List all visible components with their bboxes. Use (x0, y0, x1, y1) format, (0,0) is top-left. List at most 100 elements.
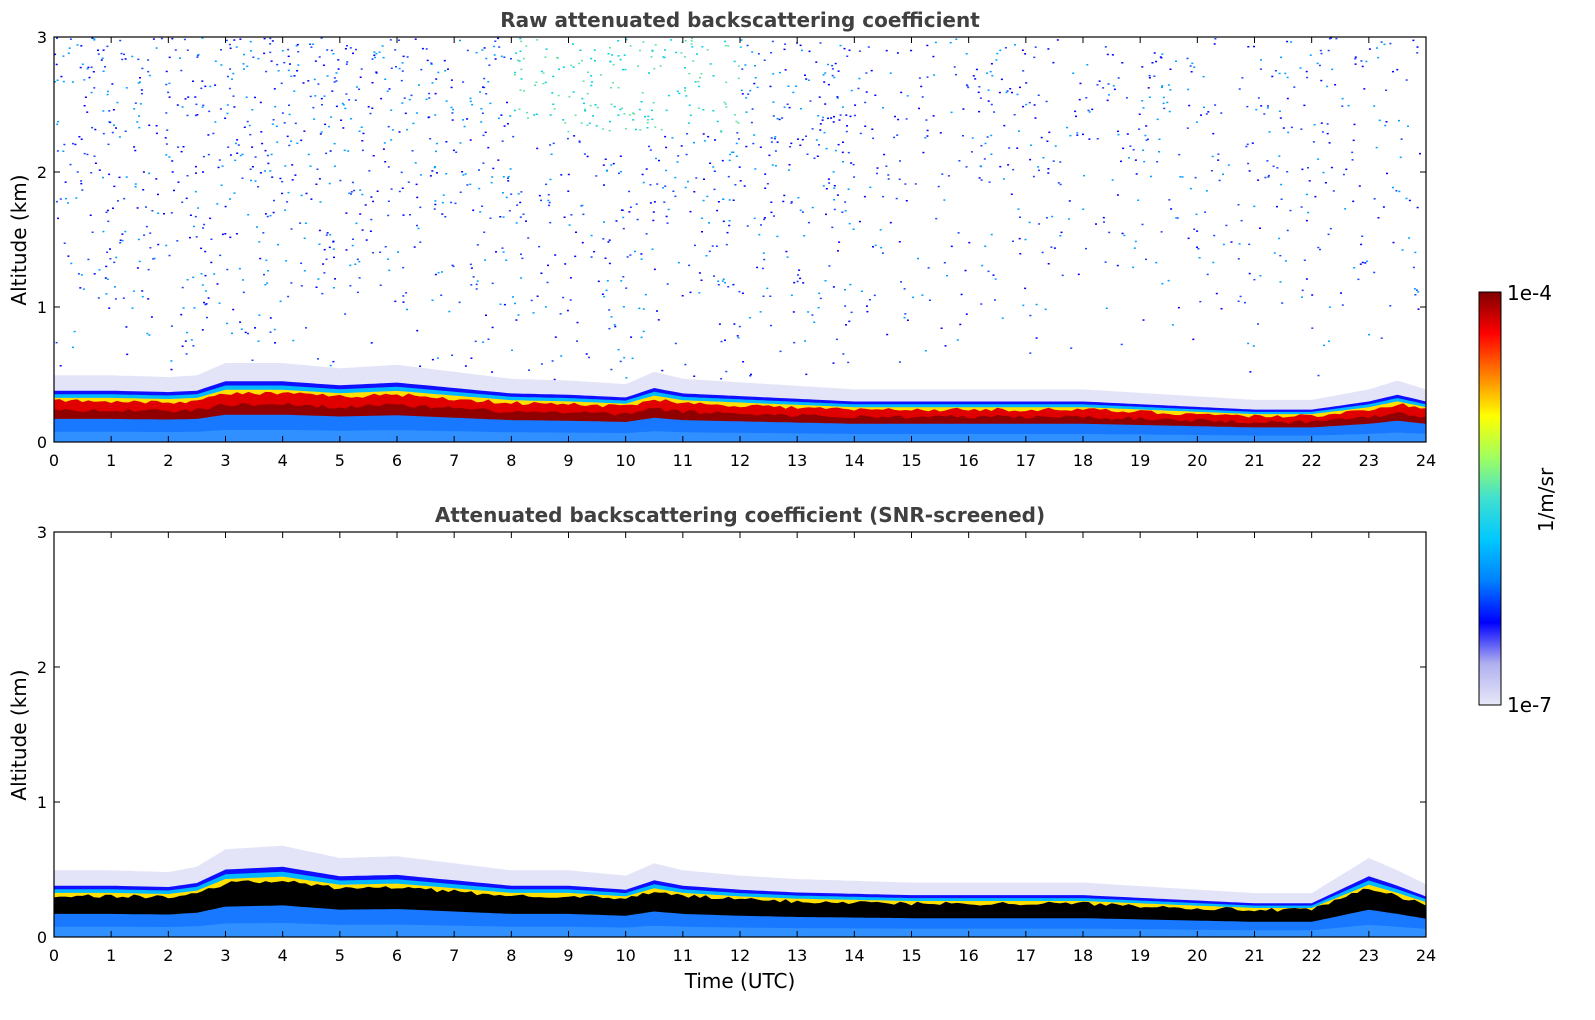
noise-speck (807, 311, 810, 313)
noise-speck (745, 111, 748, 113)
noise-speck (265, 70, 268, 73)
noise-speck (1303, 259, 1306, 261)
noise-speck (106, 93, 109, 96)
noise-speck (640, 101, 643, 103)
noise-speck (475, 283, 478, 286)
noise-speck (124, 58, 127, 60)
noise-speck (1011, 91, 1013, 94)
noise-speck (844, 201, 847, 203)
noise-speck (651, 118, 654, 121)
noise-speck (547, 199, 550, 202)
noise-speck (635, 203, 638, 205)
noise-speck (185, 197, 188, 200)
noise-speck (776, 117, 779, 120)
noise-speck (86, 68, 89, 70)
noise-speck (1319, 49, 1322, 52)
noise-speck (1361, 261, 1364, 264)
noise-speck (1046, 140, 1049, 142)
x-tick-label: 3 (220, 451, 230, 470)
noise-speck (296, 70, 299, 72)
noise-speck (114, 286, 116, 288)
noise-speck (339, 179, 342, 182)
noise-speck (846, 55, 849, 57)
noise-speck (545, 183, 548, 186)
noise-speck (1188, 104, 1191, 107)
noise-speck (691, 37, 694, 40)
noise-speck (112, 207, 114, 209)
noise-speck (445, 100, 448, 102)
noise-speck (612, 162, 615, 165)
noise-speck (745, 145, 748, 148)
noise-speck (207, 153, 210, 156)
noise-speck (481, 49, 484, 51)
noise-speck (646, 122, 649, 124)
noise-speck (1328, 340, 1330, 342)
noise-speck (784, 69, 787, 71)
noise-speck (1268, 131, 1271, 133)
noise-speck (1142, 149, 1145, 151)
noise-speck (578, 141, 581, 143)
x-tick-label: 12 (730, 451, 750, 470)
noise-speck (1105, 307, 1108, 309)
noise-speck (107, 143, 110, 146)
noise-speck (522, 213, 525, 215)
noise-speck (493, 54, 496, 56)
noise-speck (753, 82, 756, 85)
noise-speck (483, 47, 486, 49)
noise-speck (134, 186, 137, 188)
noise-speck (62, 55, 65, 57)
noise-speck (819, 129, 822, 131)
noise-speck (1396, 68, 1399, 71)
noise-speck (317, 83, 320, 85)
noise-speck (722, 220, 725, 223)
noise-speck (882, 107, 885, 109)
noise-speck (344, 313, 347, 315)
noise-speck (801, 49, 803, 52)
noise-speck (526, 111, 529, 114)
noise-speck (646, 119, 649, 121)
x-tick-label: 9 (563, 946, 573, 965)
noise-speck (650, 109, 653, 112)
noise-speck (887, 178, 890, 180)
noise-speck (1284, 72, 1287, 75)
noise-speck (264, 284, 267, 286)
noise-speck (592, 115, 594, 117)
noise-speck (986, 136, 989, 138)
noise-speck (640, 258, 643, 260)
noise-speck (1018, 130, 1020, 132)
noise-speck (720, 340, 723, 343)
noise-speck (817, 115, 820, 117)
noise-speck (293, 75, 296, 77)
noise-speck (398, 190, 401, 193)
noise-speck (350, 193, 352, 195)
noise-speck (1278, 237, 1281, 240)
noise-speck (629, 254, 632, 256)
noise-speck (544, 56, 547, 58)
noise-speck (628, 190, 631, 193)
noise-speck (698, 292, 701, 294)
noise-speck (832, 362, 835, 364)
noise-speck (54, 53, 57, 56)
noise-speck (548, 201, 551, 204)
noise-speck (269, 51, 272, 54)
noise-speck (488, 64, 491, 66)
noise-speck (1317, 374, 1320, 377)
noise-speck (466, 49, 469, 52)
noise-speck (235, 233, 238, 235)
noise-speck (147, 70, 150, 73)
noise-speck (601, 128, 604, 130)
x-tick-label: 16 (958, 451, 978, 470)
noise-speck (622, 276, 625, 278)
noise-speck (180, 313, 183, 316)
noise-speck (141, 67, 144, 70)
noise-speck (80, 45, 83, 47)
noise-speck (708, 222, 710, 224)
noise-speck (1107, 94, 1110, 96)
noise-speck (431, 170, 434, 172)
noise-speck (349, 285, 352, 287)
noise-speck (847, 151, 850, 154)
noise-speck (880, 246, 883, 249)
noise-speck (651, 50, 654, 53)
noise-speck (783, 48, 786, 51)
noise-speck (239, 321, 242, 323)
